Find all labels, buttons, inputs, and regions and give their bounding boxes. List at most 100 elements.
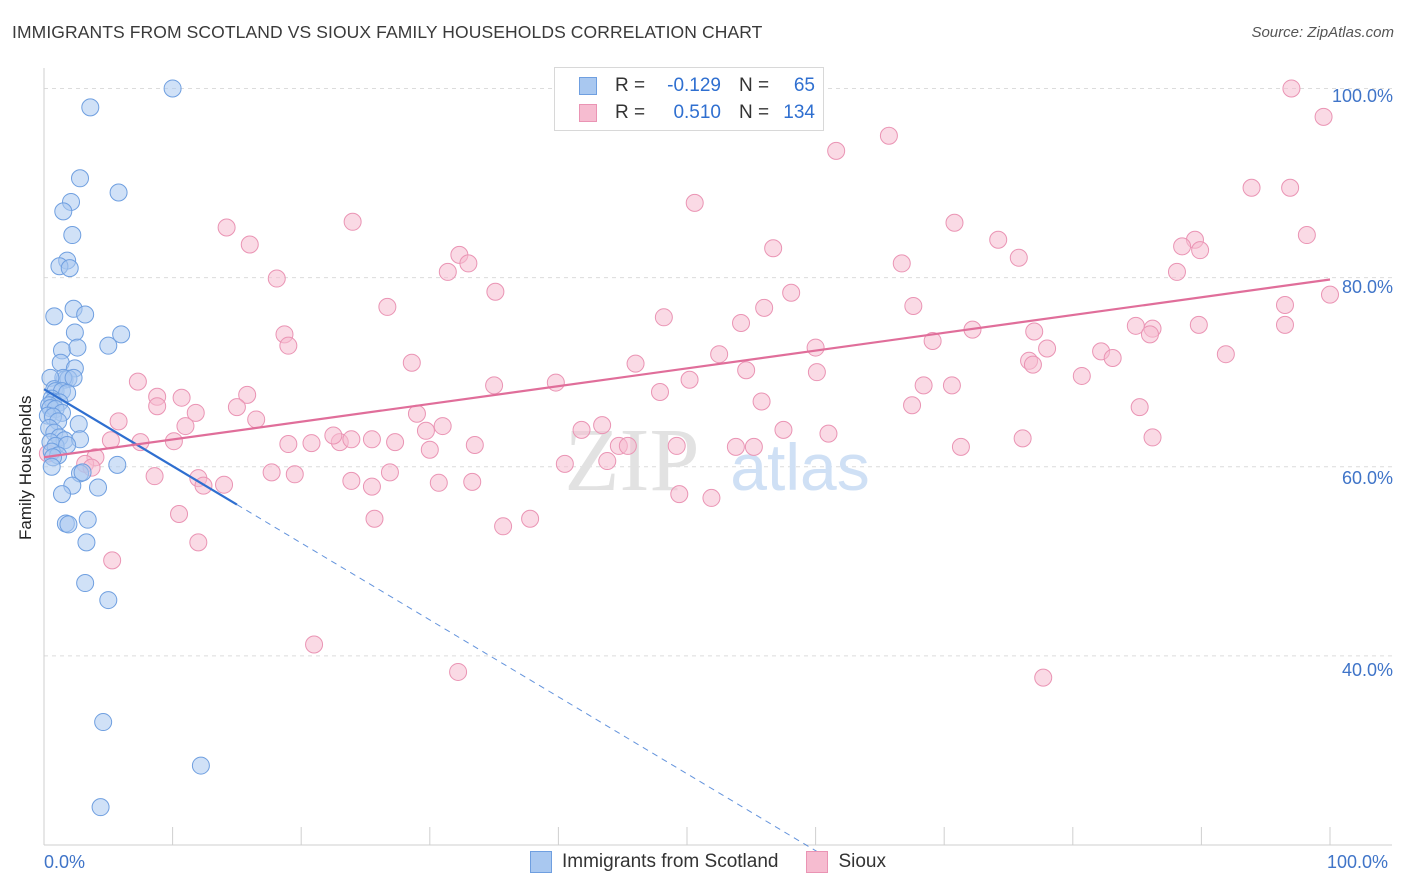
scotland-point — [64, 368, 83, 387]
sioux-point — [572, 420, 591, 439]
sioux-point — [342, 430, 361, 449]
sioux-point — [1103, 348, 1122, 367]
sioux-point — [1189, 315, 1208, 334]
sioux-point — [128, 372, 147, 391]
scotland-point — [45, 307, 64, 326]
scotland-point — [81, 98, 100, 117]
sioux-point — [215, 475, 234, 494]
sioux-point — [279, 435, 298, 454]
sioux-point — [945, 213, 964, 232]
sioux-point — [189, 533, 208, 552]
sioux-point — [892, 254, 911, 273]
scotland-point — [68, 338, 87, 357]
scotland-point — [71, 169, 90, 188]
scotland-point — [63, 226, 82, 245]
sioux-point — [449, 662, 468, 681]
sioux-point — [386, 433, 405, 452]
sioux-point — [1034, 668, 1053, 687]
scotland-point — [78, 510, 97, 529]
sioux-point — [1242, 178, 1261, 197]
stats-row-sioux: R = 0.510 N = 134 — [579, 101, 815, 125]
sioux-point — [914, 376, 933, 395]
sioux-point — [593, 416, 612, 435]
scotland-swatch — [579, 77, 597, 95]
sioux-point — [650, 383, 669, 402]
scotland-point — [108, 455, 127, 474]
legend-item-sioux[interactable]: Sioux — [806, 851, 886, 873]
sioux-point — [247, 410, 266, 429]
sioux-point — [176, 417, 195, 436]
sioux-point — [343, 212, 362, 231]
sioux-point — [262, 463, 281, 482]
sioux-legend-swatch — [806, 851, 829, 873]
scotland-point — [69, 415, 88, 434]
sioux-point — [416, 421, 435, 440]
scotland-point — [91, 798, 110, 817]
sioux-point — [654, 308, 673, 327]
sioux-point — [1281, 178, 1300, 197]
sioux-point — [433, 417, 452, 436]
scotland-points — [38, 79, 210, 817]
sioux-point — [172, 388, 191, 407]
sioux-point — [227, 398, 246, 417]
scotland-point — [73, 463, 92, 482]
sioux-point — [459, 254, 478, 273]
sioux-point — [494, 517, 513, 536]
sioux-points — [38, 79, 1339, 687]
sioux-point — [618, 436, 637, 455]
sioux-point — [685, 193, 704, 212]
scotland-point — [42, 457, 61, 476]
sioux-point — [285, 465, 304, 484]
chart-title: IMMIGRANTS FROM SCOTLAND VS SIOUX FAMILY… — [12, 22, 763, 42]
sioux-legend-label: Sioux — [838, 851, 886, 872]
sioux-point — [923, 331, 942, 350]
sioux-point — [1216, 345, 1235, 364]
sioux-point — [752, 392, 771, 411]
sioux-point — [238, 385, 257, 404]
x-tick-label-max: 100.0% — [1327, 852, 1389, 872]
scotland-point — [109, 183, 128, 202]
sioux-point — [1025, 322, 1044, 341]
sioux-point — [807, 363, 826, 382]
sioux-point — [429, 473, 448, 492]
sioux-point — [1009, 248, 1028, 267]
x-tick-label-min: 0.0% — [44, 852, 86, 872]
sioux-point — [485, 376, 504, 395]
sioux-point — [486, 282, 505, 301]
r-label: R = — [615, 102, 646, 123]
sioux-point — [732, 313, 751, 332]
sioux-point — [109, 412, 128, 431]
sioux-point — [1013, 429, 1032, 448]
scotland-trend-line — [43, 388, 238, 506]
scotland-point — [89, 478, 108, 497]
legend-item-scotland[interactable]: Immigrants from Scotland — [530, 851, 778, 873]
stats-legend: R = -0.129 N = 65 R = 0.510 N = 134 — [554, 67, 824, 131]
grid-lines — [44, 87, 1392, 657]
sioux-point — [1297, 226, 1316, 245]
scotland-point — [191, 756, 210, 775]
scotland-point — [59, 515, 78, 534]
sioux-point — [904, 296, 923, 315]
sioux-point — [240, 235, 259, 254]
sioux-point — [903, 396, 922, 415]
sioux-point — [365, 509, 384, 528]
y-tick-label-40: 40.0% — [1341, 660, 1393, 680]
y-tick-label-60: 60.0% — [1341, 468, 1393, 488]
scotland-point — [99, 591, 118, 610]
sioux-swatch — [579, 104, 597, 122]
sioux-point — [827, 141, 846, 160]
sioux-point — [186, 403, 205, 422]
sioux-point — [362, 430, 381, 449]
sioux-point — [170, 505, 189, 524]
scotland-legend-label: Immigrants from Scotland — [562, 851, 779, 872]
sioux-point — [1282, 79, 1301, 98]
y-tick-label-80: 80.0% — [1341, 277, 1393, 297]
sioux-point — [1038, 339, 1057, 358]
sioux-point — [1023, 355, 1042, 374]
sioux-point — [726, 437, 745, 456]
scotland-point — [54, 202, 73, 221]
sioux-point — [744, 437, 763, 456]
scotland-point — [53, 485, 72, 504]
sioux-point — [324, 426, 343, 445]
